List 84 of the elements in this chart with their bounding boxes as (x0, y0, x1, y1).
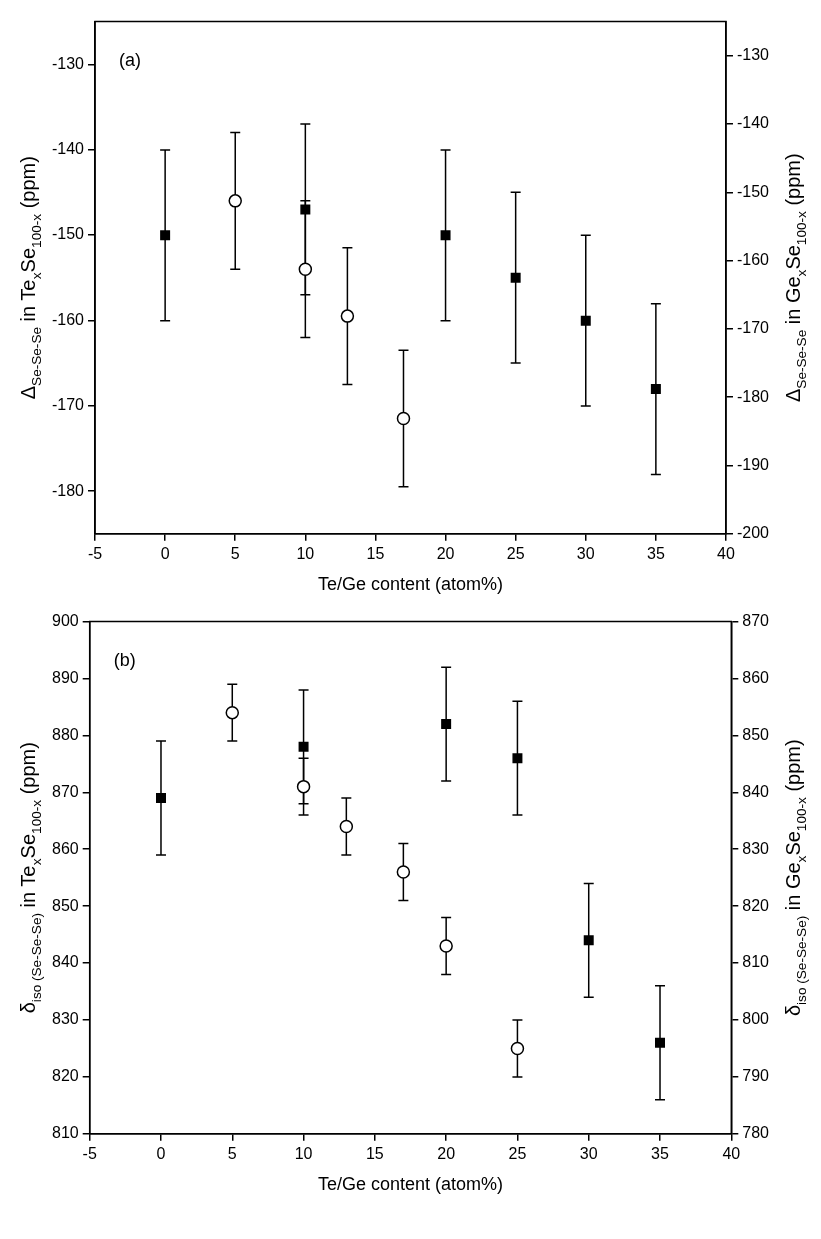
point (655, 1037, 666, 1048)
x-axis-title: Te/Ge content (atom%) (317, 574, 504, 595)
point (580, 315, 591, 326)
x-tick-label: -5 (87, 544, 103, 562)
point (160, 230, 171, 241)
y-tick-label: -150 (51, 225, 85, 243)
y2-tick-label: -150 (736, 182, 770, 200)
x-tick-label: 5 (227, 1144, 237, 1162)
point (298, 741, 309, 752)
y2-tick-label: 830 (742, 839, 770, 857)
x-tick-label: 0 (156, 1144, 166, 1162)
x-tick-label: 5 (230, 544, 240, 562)
y2-tick-label: 810 (742, 953, 770, 971)
point (583, 935, 594, 946)
x-tick-label: 20 (436, 544, 455, 562)
y-axis-title: ΔSe-Se-Se in TexSe100-x (ppm) (17, 156, 44, 400)
point (225, 705, 240, 720)
y2-tick-label: 780 (742, 1124, 770, 1142)
x-tick-label: -5 (82, 1144, 97, 1162)
point (510, 272, 521, 283)
y-tick-label: 840 (51, 953, 79, 971)
x-tick-label: 30 (579, 1144, 598, 1162)
y2-tick-label: -170 (736, 319, 770, 337)
point (396, 865, 411, 879)
point (340, 309, 355, 323)
point (300, 204, 311, 215)
point (298, 262, 313, 276)
x-tick-label: 30 (576, 544, 595, 562)
y-tick-label: 830 (51, 1010, 79, 1028)
y2-axis-title: ΔSe-Se-Se in GexSe100-x (ppm) (782, 153, 809, 403)
y-tick-label: 850 (51, 896, 79, 914)
point (650, 384, 661, 395)
y2-tick-label: 860 (742, 668, 770, 686)
annotation: (a) (119, 49, 142, 70)
y2-tick-label: -200 (736, 524, 770, 542)
point (228, 194, 242, 208)
x-tick-label: 0 (160, 544, 170, 562)
x-tick-label: 35 (646, 544, 665, 562)
x-tick-label: 25 (506, 544, 525, 562)
x-tick-label: 35 (651, 1144, 670, 1162)
y2-tick-label: -190 (736, 455, 770, 473)
y-tick-label: 900 (51, 612, 79, 630)
y-tick-label: -180 (51, 481, 85, 499)
y2-tick-label: -160 (736, 251, 770, 269)
y-tick-label: 820 (51, 1067, 79, 1085)
x-tick-label: 40 (722, 1144, 741, 1162)
annotation: (b) (113, 649, 136, 670)
y2-tick-label: 870 (742, 612, 770, 630)
y-tick-label: -130 (51, 54, 85, 72)
x-tick-label: 40 (717, 544, 735, 562)
y2-tick-label: 850 (742, 725, 770, 743)
x-tick-label: 15 (366, 544, 385, 562)
y-axis-title: δiso (Se-Se-Se) in TexSe100-x (ppm) (17, 742, 44, 1014)
point (339, 819, 354, 834)
x-tick-label: 20 (437, 1144, 456, 1162)
x-tick-label: 25 (508, 1144, 527, 1162)
point (296, 779, 311, 794)
y-tick-label: 870 (51, 782, 79, 800)
y2-tick-label: -180 (736, 387, 770, 405)
y-tick-label: -140 (51, 140, 85, 158)
y2-tick-label: -140 (736, 114, 770, 132)
y2-axis-title: δiso (Se-Se-Se) in GexSe100-x (ppm) (782, 739, 809, 1017)
x-tick-label: 10 (294, 1144, 313, 1162)
point (155, 793, 166, 804)
point (510, 1041, 525, 1056)
x-tick-label: 10 (296, 544, 315, 562)
point (512, 753, 523, 764)
y-tick-label: 880 (51, 725, 79, 743)
y2-tick-label: 840 (742, 782, 770, 800)
point (441, 719, 452, 730)
y-tick-label: 810 (51, 1124, 79, 1142)
y2-tick-label: -130 (736, 46, 770, 64)
point (396, 411, 411, 426)
y-tick-label: -160 (51, 310, 85, 328)
x-axis-title: Te/Ge content (atom%) (317, 1174, 504, 1195)
y-tick-label: -170 (51, 396, 85, 414)
point (439, 939, 453, 953)
x-tick-label: 15 (365, 1144, 384, 1162)
point (440, 230, 451, 241)
y2-tick-label: 800 (742, 1010, 770, 1028)
y2-tick-label: 820 (742, 896, 770, 914)
y-tick-label: 890 (51, 668, 79, 686)
y2-tick-label: 790 (742, 1067, 770, 1085)
y-tick-label: 860 (51, 839, 79, 857)
